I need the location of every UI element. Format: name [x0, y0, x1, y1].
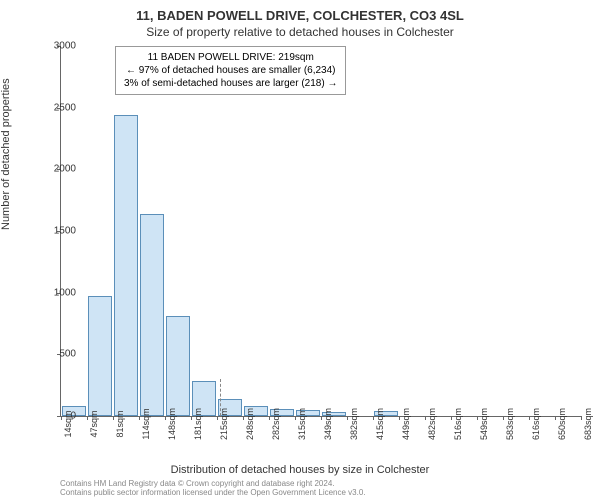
x-tick-label: 382sqm: [349, 408, 359, 440]
x-tick-label: 47sqm: [89, 410, 99, 437]
x-tick-label: 14sqm: [63, 410, 73, 437]
y-tick-label: 500: [46, 349, 76, 360]
footer-line-2: Contains public sector information licen…: [60, 488, 366, 498]
footer-line-1: Contains HM Land Registry data © Crown c…: [60, 479, 366, 489]
histogram-bar: [88, 296, 113, 416]
x-tick-label: 148sqm: [167, 408, 177, 440]
y-axis-label: Number of detached properties: [0, 78, 12, 230]
x-tick-label: 248sqm: [245, 408, 255, 440]
x-tick-label: 282sqm: [271, 408, 281, 440]
x-tick-label: 482sqm: [427, 408, 437, 440]
info-box: 11 BADEN POWELL DRIVE: 219sqm ← 97% of d…: [115, 46, 346, 95]
x-tick-label: 349sqm: [323, 408, 333, 440]
x-tick-label: 181sqm: [193, 408, 203, 440]
x-tick-label: 114sqm: [141, 408, 151, 439]
x-axis-label: Distribution of detached houses by size …: [0, 464, 600, 476]
y-tick-label: 2500: [46, 102, 76, 113]
info-line-3: 3% of semi-detached houses are larger (2…: [124, 77, 337, 90]
histogram-bar: [140, 214, 165, 416]
histogram-bar: [166, 316, 191, 416]
x-tick-label: 449sqm: [401, 408, 411, 440]
x-tick-label: 616sqm: [531, 408, 541, 440]
x-tick-label: 215sqm: [219, 408, 229, 440]
title-main: 11, BADEN POWELL DRIVE, COLCHESTER, CO3 …: [0, 0, 600, 23]
x-tick-label: 549sqm: [479, 408, 489, 440]
y-tick-label: 1000: [46, 287, 76, 298]
x-tick-label: 650sqm: [557, 408, 567, 440]
y-tick-label: 2000: [46, 164, 76, 175]
x-tick-label: 315sqm: [297, 408, 307, 440]
info-line-1: 11 BADEN POWELL DRIVE: 219sqm: [124, 51, 337, 64]
x-tick-label: 81sqm: [115, 410, 125, 437]
x-tick-label: 415sqm: [375, 408, 385, 440]
x-tick-label: 583sqm: [505, 408, 515, 440]
title-sub: Size of property relative to detached ho…: [0, 23, 600, 39]
info-line-2: ← 97% of detached houses are smaller (6,…: [124, 64, 337, 77]
x-tick-label: 516sqm: [453, 408, 463, 440]
footer-attribution: Contains HM Land Registry data © Crown c…: [60, 479, 366, 498]
y-tick-label: 3000: [46, 41, 76, 52]
x-tick-label: 683sqm: [583, 408, 593, 440]
y-tick-label: 1500: [46, 226, 76, 237]
chart-area: [60, 46, 581, 417]
histogram-bar: [114, 115, 139, 416]
